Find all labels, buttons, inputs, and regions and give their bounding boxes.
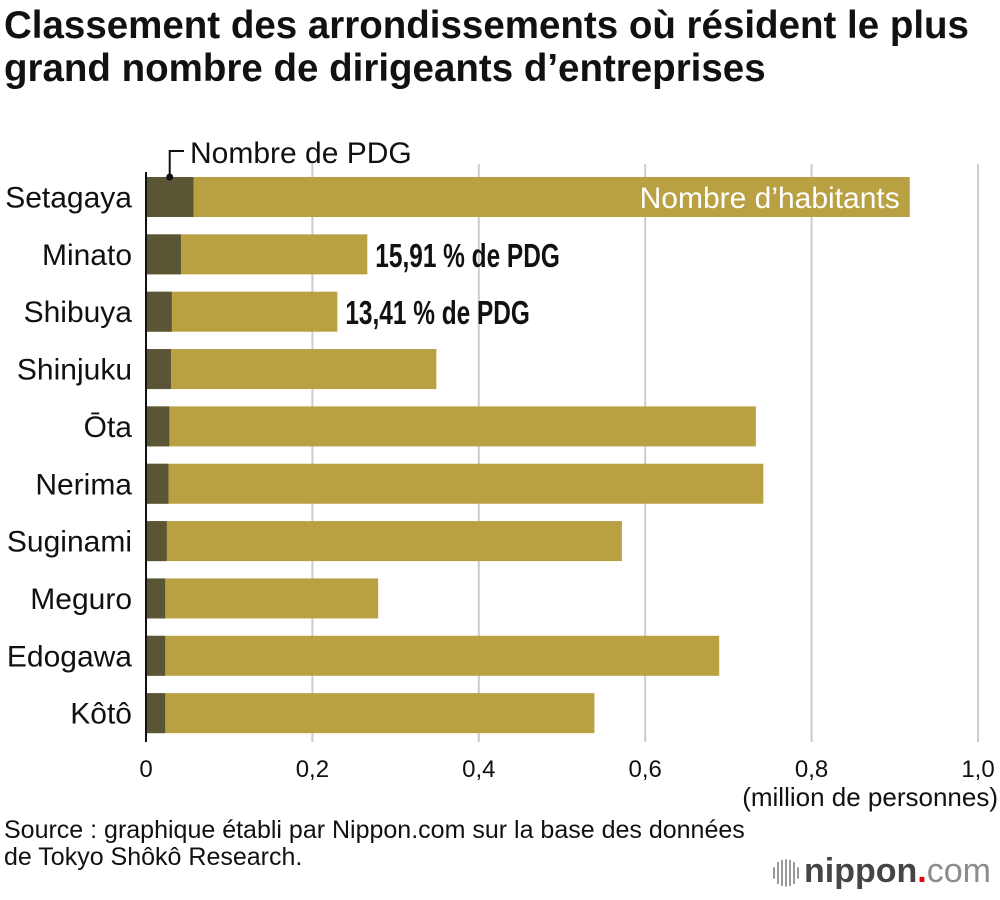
bar-pdg [146, 463, 169, 504]
bar-habitants [146, 693, 595, 734]
bar-habitants [146, 578, 379, 619]
x-tick-label: 1,0 [961, 756, 994, 783]
bar-annotation-label: 13,41 % de PDG [345, 296, 530, 332]
x-tick-labels: 0 0,2 0,4 0,6 0,8 1,0 [139, 756, 994, 783]
category-label: Suginami [7, 526, 132, 559]
bar-pdg [146, 693, 166, 734]
category-label: Ōta [84, 411, 133, 444]
bar-habitants [146, 406, 756, 447]
x-tick-label: 0 [139, 756, 152, 783]
bar-chart: Setagaya Minato Shibuya Shinjuku Ōta Nerima Su… [5, 137, 998, 812]
nippon-logo: nippon.com [770, 851, 998, 897]
pdg-pointer-line [168, 150, 184, 177]
source-note: Source : graphique établi par Nippon.com… [4, 816, 745, 871]
bar-habitants [146, 291, 338, 332]
bar-habitants [146, 463, 764, 504]
logo-name: nippon [804, 852, 918, 890]
bar-habitants [146, 521, 622, 562]
nippon-logo-icon [773, 859, 799, 887]
category-label: Kôtô [70, 698, 132, 731]
bar-pdg [146, 234, 181, 275]
legend-pdg-label: Nombre de PDG [190, 137, 412, 170]
chart-title: Classement des arrondissements où réside… [4, 4, 969, 90]
logo-dot: . [917, 852, 927, 890]
bar-habitants [146, 635, 720, 676]
bar-pdg [146, 406, 170, 447]
x-tick-label: 0,2 [296, 756, 329, 783]
bars [146, 177, 910, 734]
x-axis-label: (million de personnes) [742, 782, 998, 812]
x-tick-label: 0,6 [629, 756, 662, 783]
bar-pdg [146, 578, 166, 619]
pdg-pointer-dot [166, 173, 174, 181]
logo-wordmark: nippon.com [804, 851, 991, 891]
x-tick-label: 0,4 [462, 756, 495, 783]
bar-habitants [146, 177, 910, 217]
bar-pdg [146, 349, 171, 390]
x-tick-label: 0,8 [795, 756, 828, 783]
bar-annotation-label: 15,91 % de PDG [375, 238, 560, 274]
bar-habitants [146, 234, 368, 275]
category-label: Shinjuku [17, 354, 132, 387]
legend-habitants-label: Nombre d’habitants [640, 182, 900, 215]
bar-pdg [146, 291, 172, 332]
bar-pdg [146, 177, 194, 217]
category-label: Minato [42, 239, 132, 272]
category-label: Shibuya [24, 296, 133, 329]
bar-pdg [146, 635, 166, 676]
category-labels: Setagaya Minato Shibuya Shinjuku Ōta Nerima Su… [5, 182, 132, 731]
category-label: Nerima [35, 468, 132, 501]
logo-suffix: com [926, 852, 991, 890]
category-label: Setagaya [5, 182, 132, 215]
category-label: Meguro [30, 583, 132, 616]
bar-habitants [146, 349, 437, 390]
bar-pdg [146, 521, 167, 562]
category-label: Edogawa [7, 640, 132, 673]
